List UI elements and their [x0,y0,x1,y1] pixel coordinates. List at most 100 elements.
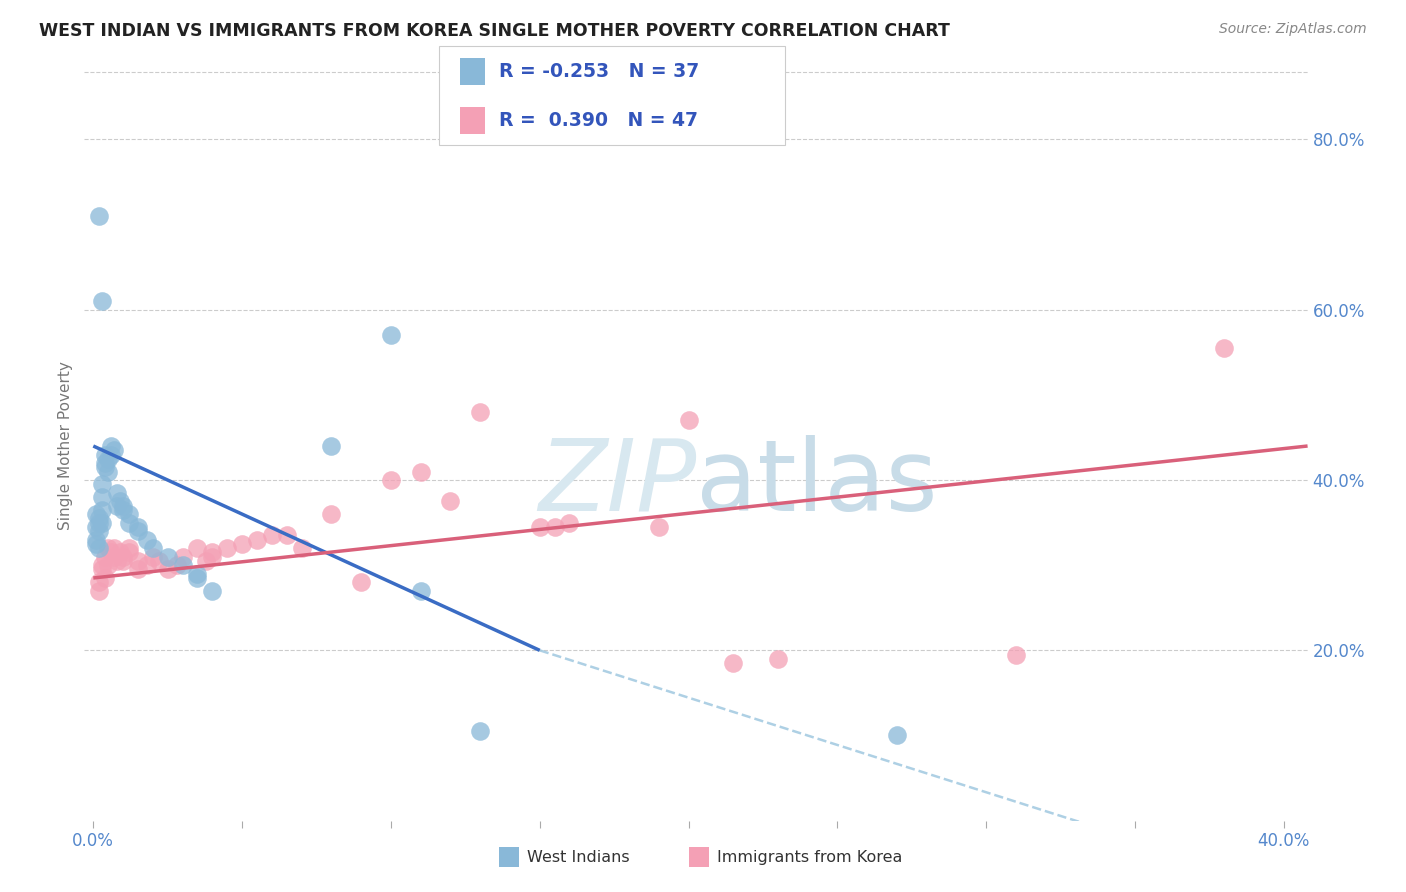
Point [156,562,179,576]
Point [186,566,208,581]
Point [1005,648,1028,662]
Point [91,294,114,309]
Point [127,562,149,576]
Point [94,448,117,462]
Point [321,507,343,521]
Point [91,562,114,576]
Text: Source: ZipAtlas.com: Source: ZipAtlas.com [1219,22,1367,37]
Point [127,554,149,568]
Point [118,516,141,530]
Point [678,413,700,427]
Point [91,503,114,517]
Point [1213,341,1236,355]
Point [166,558,188,573]
Point [105,554,128,568]
Point [172,549,194,564]
Point [103,443,125,458]
Point [142,541,165,556]
Text: R = -0.253   N = 37: R = -0.253 N = 37 [499,62,699,81]
Point [186,571,208,585]
Point [246,533,269,547]
Point [127,524,149,538]
Point [558,516,581,530]
Point [100,439,122,453]
Text: Immigrants from Korea: Immigrants from Korea [717,850,903,864]
Point [112,549,135,564]
Point [97,465,120,479]
Point [135,533,157,547]
Point [148,554,170,568]
Point [97,558,120,573]
Point [135,558,157,573]
Point [89,516,111,530]
Point [470,405,492,419]
Point [409,583,432,598]
Point [112,499,135,513]
Y-axis label: Single Mother Poverty: Single Mother Poverty [58,361,73,531]
Text: WEST INDIAN VS IMMIGRANTS FROM KOREA SINGLE MOTHER POVERTY CORRELATION CHART: WEST INDIAN VS IMMIGRANTS FROM KOREA SIN… [39,22,950,40]
Point [291,541,314,556]
Point [94,571,117,585]
Point [648,520,671,534]
Point [142,549,165,564]
Point [112,554,135,568]
Point [127,520,149,534]
Point [89,511,111,525]
Point [94,456,117,470]
Point [766,652,789,666]
Point [321,439,343,453]
Point [721,656,744,670]
Point [91,516,114,530]
Text: R =  0.390   N = 47: R = 0.390 N = 47 [499,111,699,130]
Point [84,507,107,521]
Point [380,328,402,343]
Point [91,558,114,573]
Point [84,520,107,534]
Point [439,494,461,508]
Text: West Indians: West Indians [527,850,630,864]
Point [105,499,128,513]
Point [186,541,208,556]
Point [91,477,114,491]
Point [470,724,492,739]
Point [543,520,565,534]
Point [201,545,224,559]
Point [118,545,141,559]
Point [112,503,135,517]
Point [89,575,111,590]
Point [172,558,194,573]
Point [108,494,131,508]
Point [97,451,120,466]
Point [103,541,125,556]
Point [105,485,128,500]
Point [231,537,253,551]
Point [380,473,402,487]
Point [350,575,373,590]
Point [201,583,224,598]
Point [84,533,107,547]
Point [84,537,107,551]
Point [100,448,122,462]
Point [260,528,283,542]
Point [89,541,111,556]
Point [276,528,298,542]
Point [409,465,432,479]
Point [97,541,120,556]
Point [89,583,111,598]
Text: ZIP: ZIP [537,435,696,532]
Point [94,460,117,475]
Point [94,549,117,564]
Text: atlas: atlas [696,435,938,532]
Point [91,490,114,504]
Point [201,549,224,564]
Point [118,507,141,521]
Point [108,545,131,559]
Point [89,209,111,223]
Point [118,541,141,556]
Point [89,524,111,538]
Point [103,549,125,564]
Point [195,554,218,568]
Point [100,545,122,559]
Point [156,549,179,564]
Point [217,541,239,556]
